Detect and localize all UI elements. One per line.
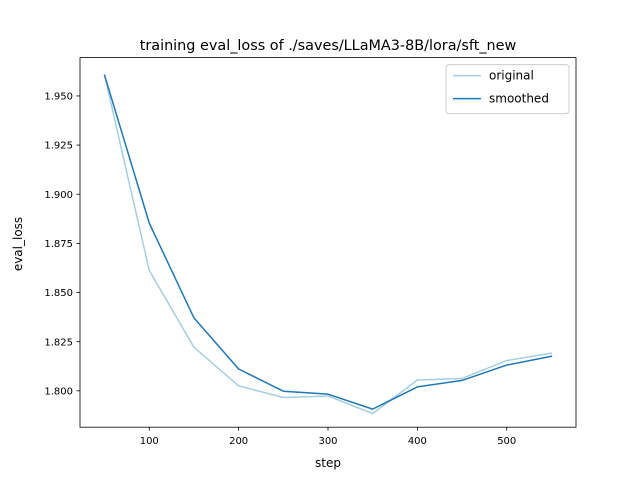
x-tick-label: 500 — [497, 436, 516, 447]
plot-frame — [79, 57, 577, 428]
x-axis-label: step — [315, 456, 341, 470]
y-tick-label: 1.850 — [44, 288, 73, 299]
legend-label-smoothed: smoothed — [489, 92, 549, 106]
y-tick-label: 1.825 — [44, 337, 73, 348]
series-line-original — [103, 74, 553, 415]
y-tick-label: 1.900 — [44, 190, 73, 201]
y-axis-label: eval_loss — [11, 217, 25, 271]
y-tick-label: 1.950 — [44, 92, 73, 103]
y-axis-ticks: 1.800 1.825 1.850 1.875 1.900 1.925 1.950 — [44, 92, 80, 397]
x-tick-label: 300 — [318, 436, 337, 447]
y-tick-label: 1.875 — [44, 239, 73, 250]
legend-box — [445, 64, 570, 115]
x-axis-ticks: 100 200 300 400 500 — [140, 427, 516, 447]
series-layer — [103, 74, 553, 415]
legend-label-original: original — [489, 69, 534, 83]
y-tick-label: 1.800 — [44, 386, 73, 397]
x-tick-label: 100 — [140, 436, 159, 447]
x-tick-label: 400 — [408, 436, 427, 447]
legend: original smoothed — [445, 64, 570, 115]
series-line-smoothed — [103, 74, 553, 410]
y-tick-label: 1.925 — [44, 141, 73, 152]
chart-title: training eval_loss of ./saves/LLaMA3-8B/… — [140, 38, 517, 54]
x-tick-label: 200 — [229, 436, 248, 447]
